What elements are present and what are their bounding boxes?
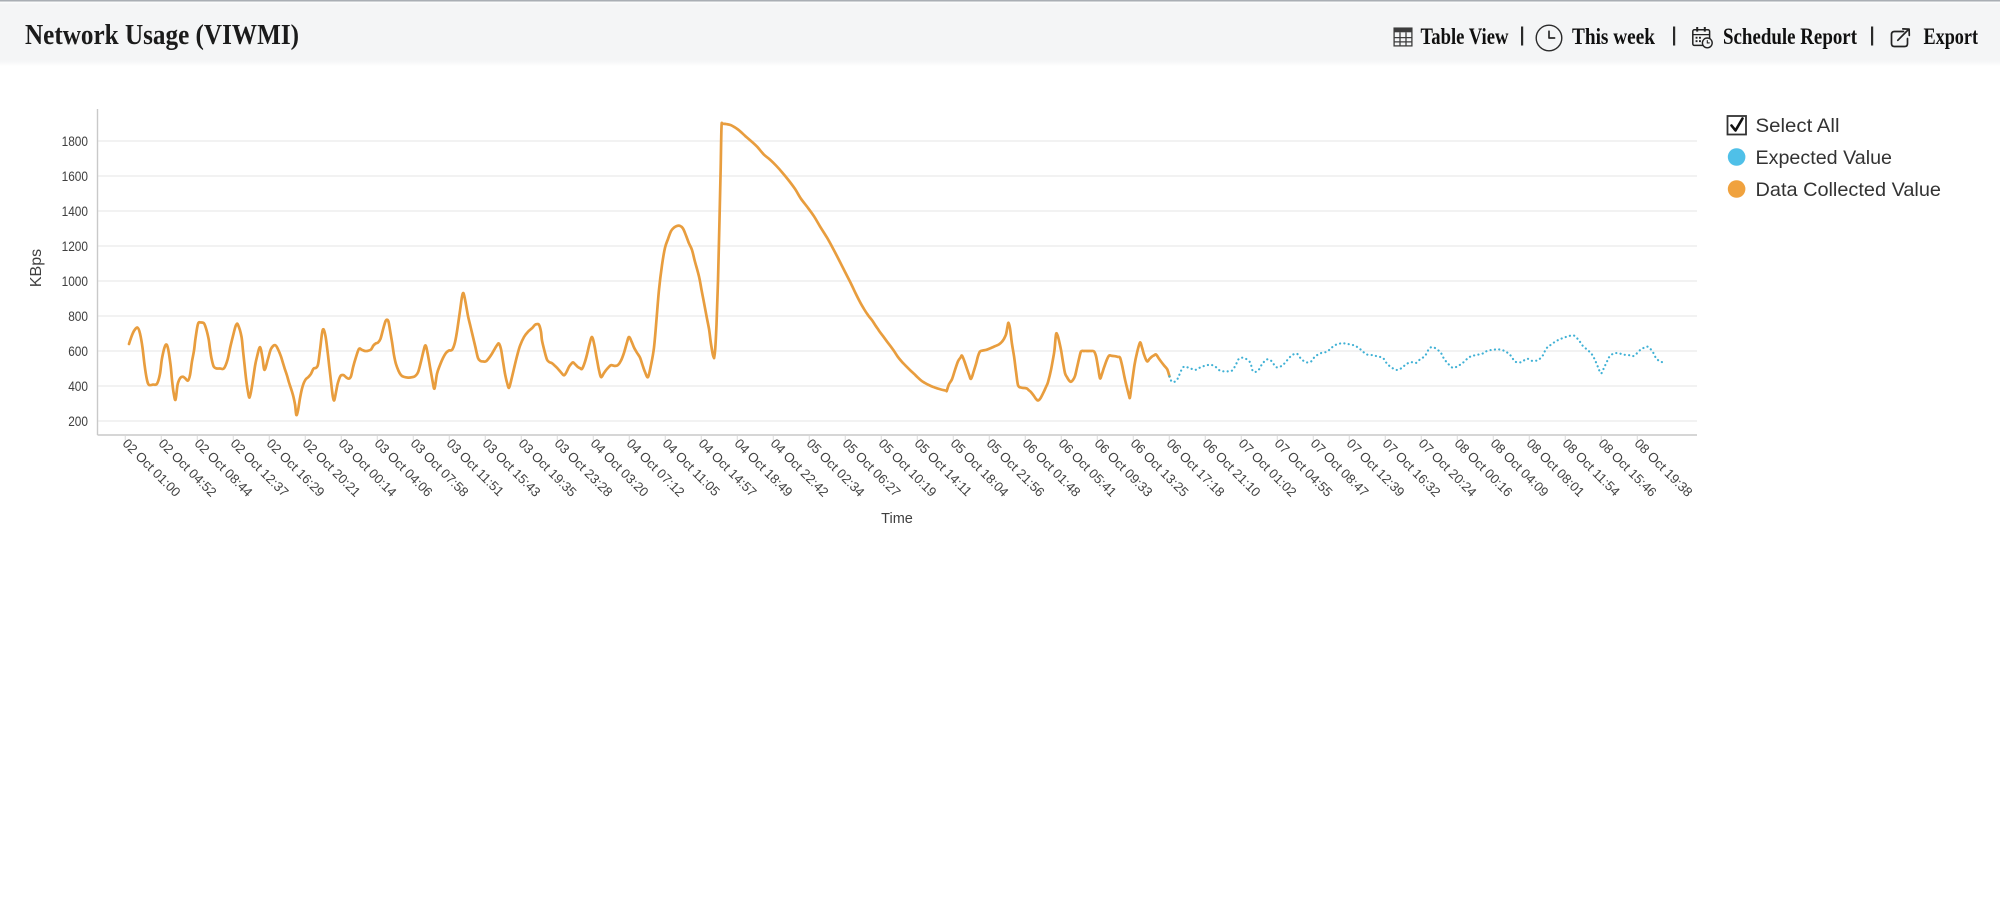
svg-text:400: 400 [68, 378, 88, 394]
svg-text:Expected Value: Expected Value [1756, 147, 1893, 169]
svg-text:1200: 1200 [62, 238, 89, 254]
svg-text:Export: Export [1924, 24, 1979, 50]
svg-text:This week: This week [1572, 24, 1656, 50]
svg-text:Time: Time [881, 511, 913, 527]
svg-text:200: 200 [68, 413, 88, 429]
svg-text:Select All: Select All [1756, 115, 1840, 137]
svg-text:1800: 1800 [62, 133, 89, 149]
svg-text:Table View: Table View [1421, 24, 1509, 50]
svg-text:1400: 1400 [62, 203, 89, 219]
svg-text:Network Usage (VIWMI): Network Usage (VIWMI) [25, 19, 299, 51]
svg-text:1600: 1600 [62, 168, 89, 184]
svg-text:Data Collected Value: Data Collected Value [1756, 179, 1942, 201]
svg-text:600: 600 [68, 343, 88, 359]
svg-text:KBps: KBps [28, 249, 45, 287]
svg-text:Schedule Report: Schedule Report [1723, 24, 1857, 50]
svg-text:1000: 1000 [62, 273, 89, 289]
svg-text:800: 800 [68, 308, 88, 324]
